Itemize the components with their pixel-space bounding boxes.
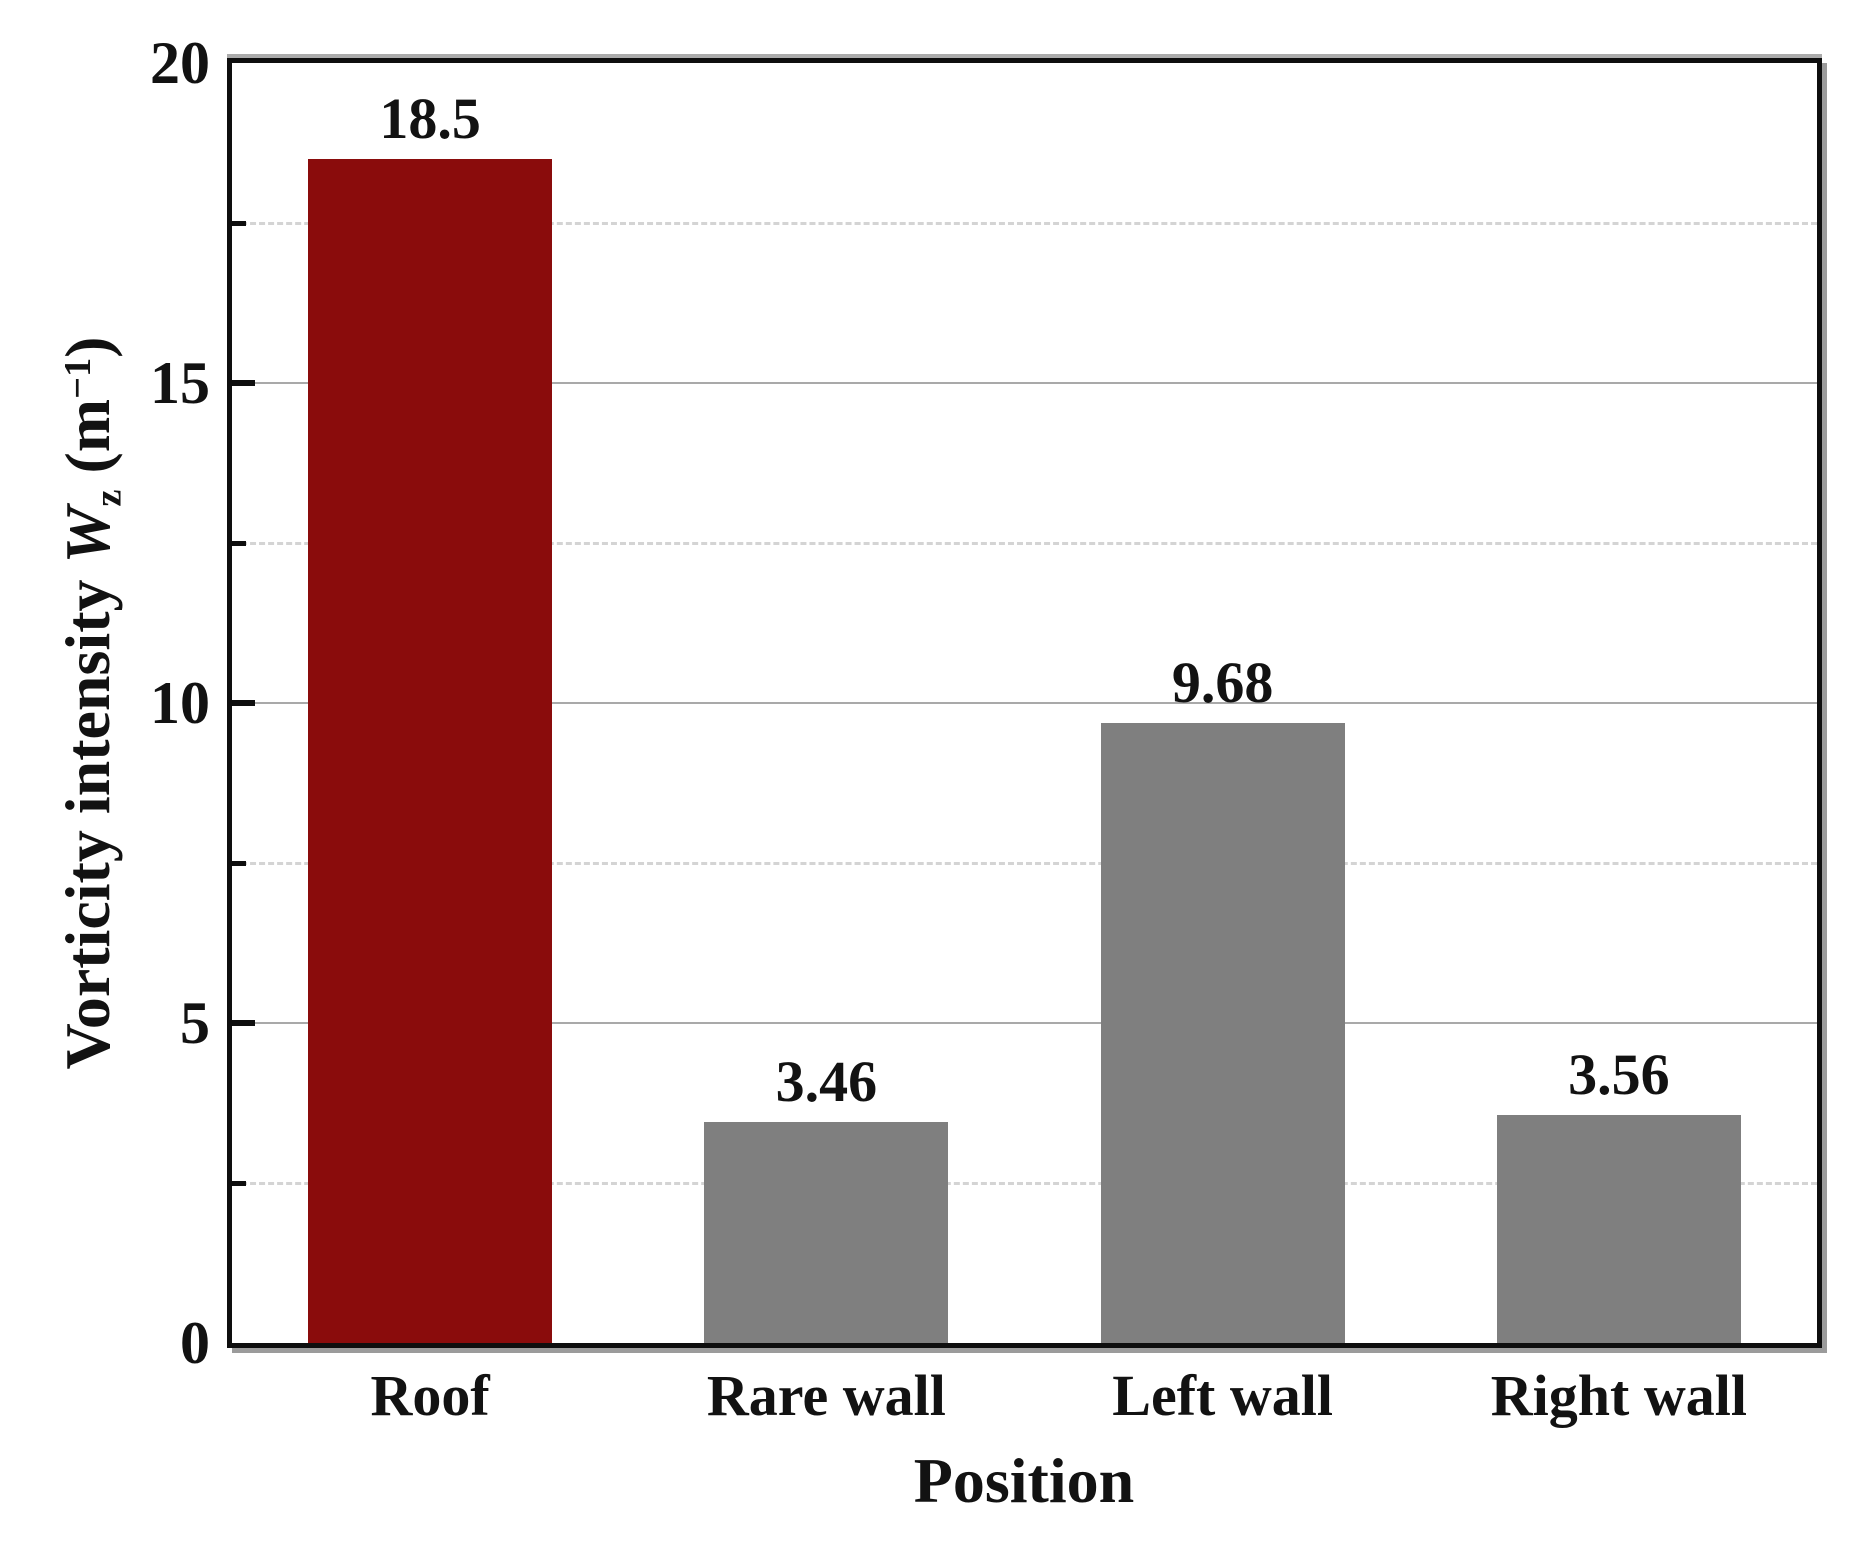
x-axis-tick-label: Rare wall (706, 1363, 946, 1428)
bar-roof (308, 159, 553, 1343)
x-axis-title: Position (913, 1445, 1135, 1516)
y-axis-symbol: W (52, 506, 124, 564)
bar-left-wall (1100, 723, 1345, 1343)
y-axis-tick-label: 0 (180, 1310, 210, 1376)
y-axis-major-tick (232, 700, 255, 706)
minor-gridline (232, 862, 1817, 865)
major-gridline (232, 1022, 1817, 1024)
major-gridline (232, 382, 1817, 384)
x-axis-tick-label: Roof (370, 1363, 490, 1428)
bar-value-label: 18.5 (379, 86, 481, 151)
plot-area: 18.5 3.46 9.68 3.56 (232, 63, 1817, 1343)
y-axis-symbol-subscript: z (87, 489, 130, 507)
y-axis-minor-tick (232, 861, 246, 866)
y-axis-major-tick (232, 380, 255, 386)
minor-gridline (232, 1182, 1817, 1185)
y-axis-minor-tick (232, 1181, 246, 1186)
major-gridline (232, 702, 1817, 704)
x-axis-tick-label: Left wall (1112, 1363, 1333, 1428)
bar-rare-wall (704, 1121, 949, 1343)
y-axis-tick-label: 10 (150, 670, 210, 736)
minor-gridline (232, 222, 1817, 225)
y-axis-tick-label: 20 (150, 30, 210, 96)
bar-value-label: 3.46 (775, 1048, 878, 1114)
bar-value-label: 9.68 (1171, 650, 1274, 716)
bar-right-wall (1496, 1115, 1741, 1343)
y-axis-minor-tick (232, 541, 246, 546)
x-axis-tick-label: Right wall (1490, 1363, 1747, 1428)
bar-value-label: 3.56 (1568, 1042, 1670, 1108)
y-axis-tick-label: 15 (150, 350, 210, 416)
minor-gridline (232, 542, 1817, 545)
y-axis-tick-label: 5 (180, 990, 210, 1056)
y-axis-major-tick (232, 1020, 255, 1026)
y-axis-minor-tick (232, 221, 246, 226)
